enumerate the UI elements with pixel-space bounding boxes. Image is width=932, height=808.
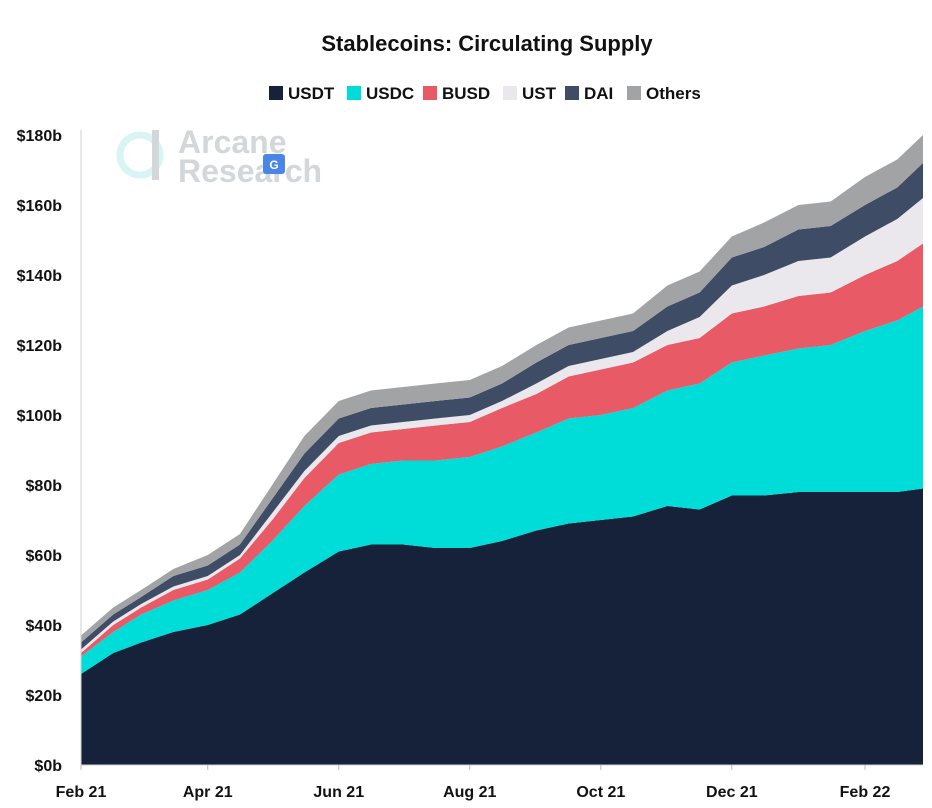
legend-swatch-busd: [423, 86, 437, 100]
legend-item-usdt: USDT: [269, 84, 335, 103]
y-tick-label: $160b: [17, 198, 63, 215]
legend-label-ust: UST: [522, 84, 557, 103]
legend-item-dai: DAI: [565, 84, 613, 103]
area-usdt: [81, 488, 923, 765]
legend: USDT USDC BUSD UST DAI Others: [269, 84, 701, 103]
area-busd: [81, 243, 923, 657]
translate-icon: G: [263, 154, 285, 174]
area-usdc: [81, 306, 923, 674]
legend-swatch-others: [627, 86, 641, 100]
x-tick-label: Feb 21: [56, 784, 107, 801]
x-tick-label: Oct 21: [576, 784, 625, 801]
y-axis: $0b $20b $40b $60b $80b $100b $120b $140b $160b $…: [17, 128, 82, 775]
y-tick-label: $140b: [17, 268, 63, 285]
y-tick-label: $40b: [26, 618, 63, 635]
area-ust: [81, 198, 923, 653]
y-tick-label: $180b: [17, 128, 63, 145]
x-tick-label: Jun 21: [313, 784, 364, 801]
area-layers: [81, 135, 923, 765]
y-tick-label: $120b: [17, 338, 63, 355]
legend-label-dai: DAI: [584, 84, 613, 103]
y-tick-label: $60b: [26, 548, 63, 565]
area-others: [81, 135, 923, 643]
legend-label-usdc: USDC: [366, 84, 414, 103]
y-tick-label: $100b: [17, 408, 63, 425]
watermark-line2: Research: [178, 153, 322, 189]
x-tick-label: Feb 22: [840, 784, 891, 801]
legend-swatch-dai: [565, 86, 579, 100]
y-tick-label: $80b: [26, 478, 63, 495]
legend-label-others: Others: [646, 84, 701, 103]
legend-item-ust: UST: [503, 84, 557, 103]
area-dai: [81, 163, 923, 650]
watermark: Arcane Research G: [116, 124, 322, 189]
legend-label-busd: BUSD: [442, 84, 490, 103]
legend-label-usdt: USDT: [288, 84, 335, 103]
x-tick-label: Dec 21: [706, 784, 758, 801]
chart-title: Stablecoins: Circulating Supply: [321, 31, 653, 56]
legend-swatch-usdt: [269, 86, 283, 100]
legend-item-others: Others: [627, 84, 701, 103]
x-tick-label: Aug 21: [443, 784, 496, 801]
y-tick-label: $20b: [26, 688, 63, 705]
arcane-logo-icon: [116, 130, 164, 180]
x-tick-label: Apr 21: [183, 784, 233, 801]
legend-swatch-ust: [503, 86, 517, 100]
legend-item-busd: BUSD: [423, 84, 490, 103]
x-axis: Feb 21 Apr 21 Jun 21 Aug 21 Oct 21 Dec 21 Feb …: [56, 764, 923, 801]
legend-swatch-usdc: [347, 86, 361, 100]
y-tick-label: $0b: [34, 758, 62, 775]
svg-text:G: G: [269, 158, 278, 172]
legend-item-usdc: USDC: [347, 84, 414, 103]
